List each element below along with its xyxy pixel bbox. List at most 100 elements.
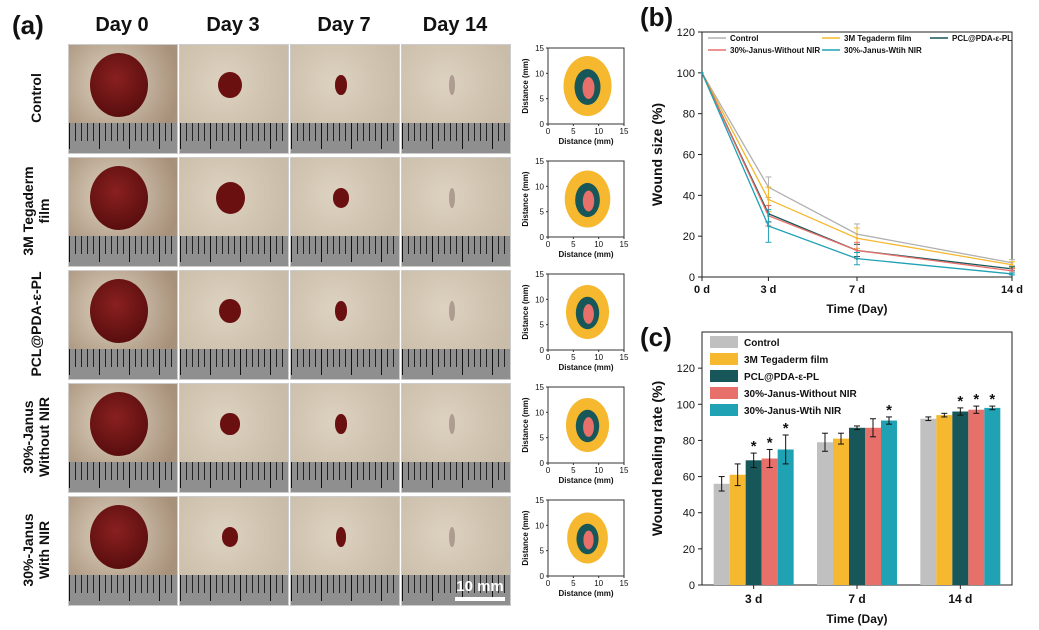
- day-label: Day 7: [317, 14, 371, 36]
- x-tick-label: 5: [571, 579, 576, 588]
- bar: [729, 474, 746, 585]
- legend-swatch: [710, 336, 738, 348]
- y-tick-label: 40: [683, 190, 695, 202]
- legend-label: 30%-Janus-Wtih NIR: [844, 46, 922, 55]
- row-label-line: film: [36, 198, 52, 224]
- wound-area: [332, 188, 350, 208]
- wound-area: [90, 53, 148, 117]
- x-tick-label: 0: [546, 127, 551, 136]
- y-tick-label: 20: [683, 544, 695, 556]
- bar: [984, 407, 1001, 585]
- wound-photo: [290, 157, 400, 267]
- panel-b-letter: (b): [640, 2, 673, 32]
- wound-healing-bar-chart: (c) 0 20 40 60 80 100 120 3 d * * * 7 d * 14 d * * * Time …: [640, 322, 1013, 626]
- y-tick-label: 0: [689, 580, 695, 592]
- y-tick-label: 120: [677, 363, 695, 375]
- trace-plot: 00 5 5 10 10 15 15 Distance (mm) Distance (mm): [521, 157, 629, 259]
- wound-photo: [68, 157, 178, 267]
- y-tick-label: 5: [540, 434, 545, 443]
- series-line: [701, 72, 1013, 272]
- legend-label: 3M Tegaderm film: [744, 355, 828, 366]
- y-tick-label: 80: [683, 109, 695, 121]
- y-tick-label: 10: [535, 521, 544, 530]
- y-tick-label: 10: [535, 69, 544, 78]
- wound-photo: [401, 270, 511, 380]
- wound-photo: [401, 44, 511, 154]
- ruler: [291, 575, 399, 605]
- x-tick-label: 15: [620, 579, 629, 588]
- wound-area: [221, 527, 239, 547]
- row-label-line: With NIR: [36, 520, 52, 580]
- y-tick-label: 60: [683, 472, 695, 484]
- trace-ylabel: Distance (mm): [521, 58, 530, 113]
- bar: [881, 420, 897, 585]
- ruler: [69, 123, 177, 153]
- y-tick-label: 0: [689, 272, 695, 284]
- ruler: [69, 349, 177, 379]
- y-axis-label: Wound healing rate (%): [649, 381, 665, 536]
- y-tick-label: 0: [540, 459, 545, 468]
- row-label-line: 30%-Janus: [20, 400, 36, 474]
- scale-bar-label: 10 mm: [456, 578, 504, 595]
- data-point: [855, 249, 859, 252]
- x-tick-label: 0: [546, 353, 551, 362]
- row-label-line: 3M Tegaderm: [20, 166, 36, 256]
- data-point: [855, 236, 859, 240]
- bar: [952, 411, 969, 585]
- series-line: [701, 72, 1013, 266]
- trace-day7: [582, 190, 595, 212]
- wound-area: [217, 71, 243, 99]
- series-line: [701, 72, 1013, 264]
- y-tick-label: 0: [540, 572, 545, 581]
- trace-plot: 00 5 5 10 10 15 15 Distance (mm) Distance (mm): [521, 383, 629, 485]
- y-tick-label: 60: [683, 150, 695, 162]
- y-tick-label: 15: [535, 270, 544, 279]
- scale-bar: 10 mm: [455, 578, 505, 601]
- x-tick-label: 10: [594, 466, 603, 475]
- bar: [936, 415, 953, 585]
- wound-photo: [68, 270, 178, 380]
- y-tick-label: 0: [540, 233, 545, 242]
- wound-area: [336, 527, 346, 547]
- wound-photo: [179, 44, 289, 154]
- x-axis-label: Time (Day): [826, 302, 887, 316]
- significance-mark: *: [989, 391, 995, 408]
- day-label: Day 3: [206, 14, 260, 36]
- wound-area: [215, 182, 245, 214]
- ruler: [402, 462, 510, 492]
- row-label-line: PCL@PDA-ε-PL: [28, 271, 44, 377]
- wound-area: [220, 413, 240, 435]
- wound-photo: [68, 496, 178, 606]
- legend-label: PCL@PDA-ε-PL: [952, 34, 1012, 43]
- panel-c-letter: (c): [640, 322, 672, 352]
- legend-swatch: [710, 353, 738, 365]
- wound-area: [449, 527, 455, 547]
- wound-photo: [68, 383, 178, 493]
- data-point: [767, 224, 770, 228]
- y-tick-label: 15: [535, 383, 544, 392]
- y-tick-label: 15: [535, 157, 544, 166]
- bar: [777, 449, 794, 585]
- y-tick-label: 20: [683, 231, 695, 243]
- x-tick-label: 5: [571, 127, 576, 136]
- trace-plot: 00 5 5 10 10 15 15 Distance (mm) Distance (mm): [521, 270, 629, 372]
- wound-area: [90, 166, 148, 230]
- legend-label: 30%-Janus-Without NIR: [744, 389, 857, 400]
- legend-label: 30%-Janus-Without NIR: [730, 46, 820, 55]
- ruler: [291, 236, 399, 266]
- wound-area: [335, 414, 347, 434]
- bar: [833, 438, 849, 585]
- bar: [920, 418, 937, 585]
- x-tick-label: 5: [571, 466, 576, 475]
- wound-size-line-chart: (b) 0 20 40 60 80 100 120 0 d 3 d 7 d 14 d Time (Day…: [640, 2, 1023, 316]
- x-tick-label: 10: [594, 240, 603, 249]
- ruler: [291, 462, 399, 492]
- y-axis-label: Wound size (%): [649, 103, 665, 206]
- legend-label: 3M Tegaderm film: [844, 34, 911, 43]
- ruler: [69, 462, 177, 492]
- x-tick-label: 7 d: [849, 284, 865, 296]
- bar: [713, 483, 730, 585]
- ruler: [402, 236, 510, 266]
- x-tick-label: 0 d: [694, 284, 710, 296]
- wound-area: [449, 414, 455, 434]
